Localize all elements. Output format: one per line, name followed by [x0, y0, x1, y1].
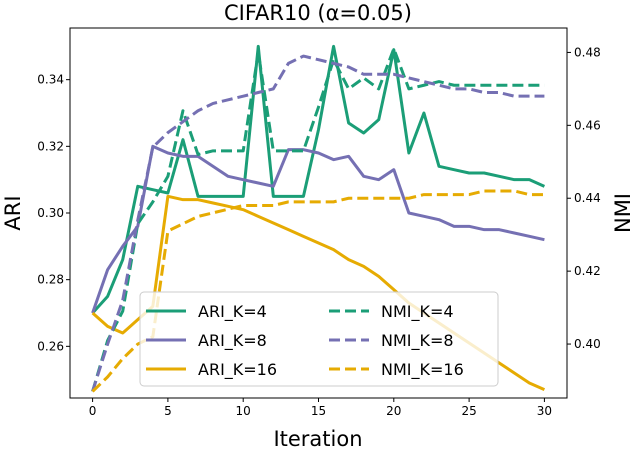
right-tick-label: 0.46	[574, 118, 601, 132]
legend-label: NMI_K=4	[381, 302, 454, 322]
x-tick-label: 20	[386, 404, 401, 418]
x-tick-label: 5	[164, 404, 172, 418]
x-tick-label: 10	[236, 404, 251, 418]
legend-label: NMI_K=8	[381, 331, 454, 351]
series-line-ari-k-4	[91, 44, 546, 315]
series-line-ari-k-8	[91, 144, 545, 314]
left-tick-label: 0.32	[37, 139, 64, 153]
legend-label: ARI_K=16	[198, 360, 277, 380]
left-tick-label: 0.30	[37, 206, 64, 220]
series-line-nmi-k-8	[91, 54, 545, 392]
left-tick-label: 0.34	[37, 73, 64, 87]
left-tick-label: 0.28	[37, 273, 64, 287]
right-axis-ticks: 0.40 0.42 0.44 0.46 0.48	[567, 45, 601, 351]
x-axis-ticks: 0 5 10 15 20 25 30	[89, 398, 552, 418]
left-axis-ticks: 0.26 0.28 0.30 0.32 0.34	[37, 73, 70, 353]
left-tick-label: 0.26	[37, 339, 64, 353]
x-tick-label: 25	[461, 404, 476, 418]
legend-label: ARI_K=4	[198, 302, 267, 322]
legend: ARI_K=4 ARI_K=8 ARI_K=16 NMI_K=4 NMI_K=8 NMI_…	[139, 291, 499, 387]
right-tick-label: 0.40	[574, 337, 601, 351]
series-line-nmi-k-4	[91, 47, 545, 392]
right-tick-label: 0.42	[574, 264, 601, 278]
chart-title: CIFAR10 (α=0.05)	[224, 1, 412, 25]
right-tick-label: 0.48	[574, 45, 601, 59]
right-axis-label: NMI	[611, 193, 635, 233]
x-axis-label: Iteration	[273, 427, 362, 451]
x-tick-label: 30	[537, 404, 552, 418]
legend-label: ARI_K=8	[198, 331, 267, 351]
legend-box	[139, 291, 499, 387]
left-axis-label: ARI	[1, 195, 25, 230]
legend-label: NMI_K=16	[381, 360, 464, 380]
x-tick-label: 0	[89, 404, 97, 418]
x-tick-label: 15	[311, 404, 326, 418]
right-tick-label: 0.44	[574, 191, 601, 205]
series-layer	[91, 44, 546, 393]
series-line-nmi-k-16	[91, 189, 545, 393]
